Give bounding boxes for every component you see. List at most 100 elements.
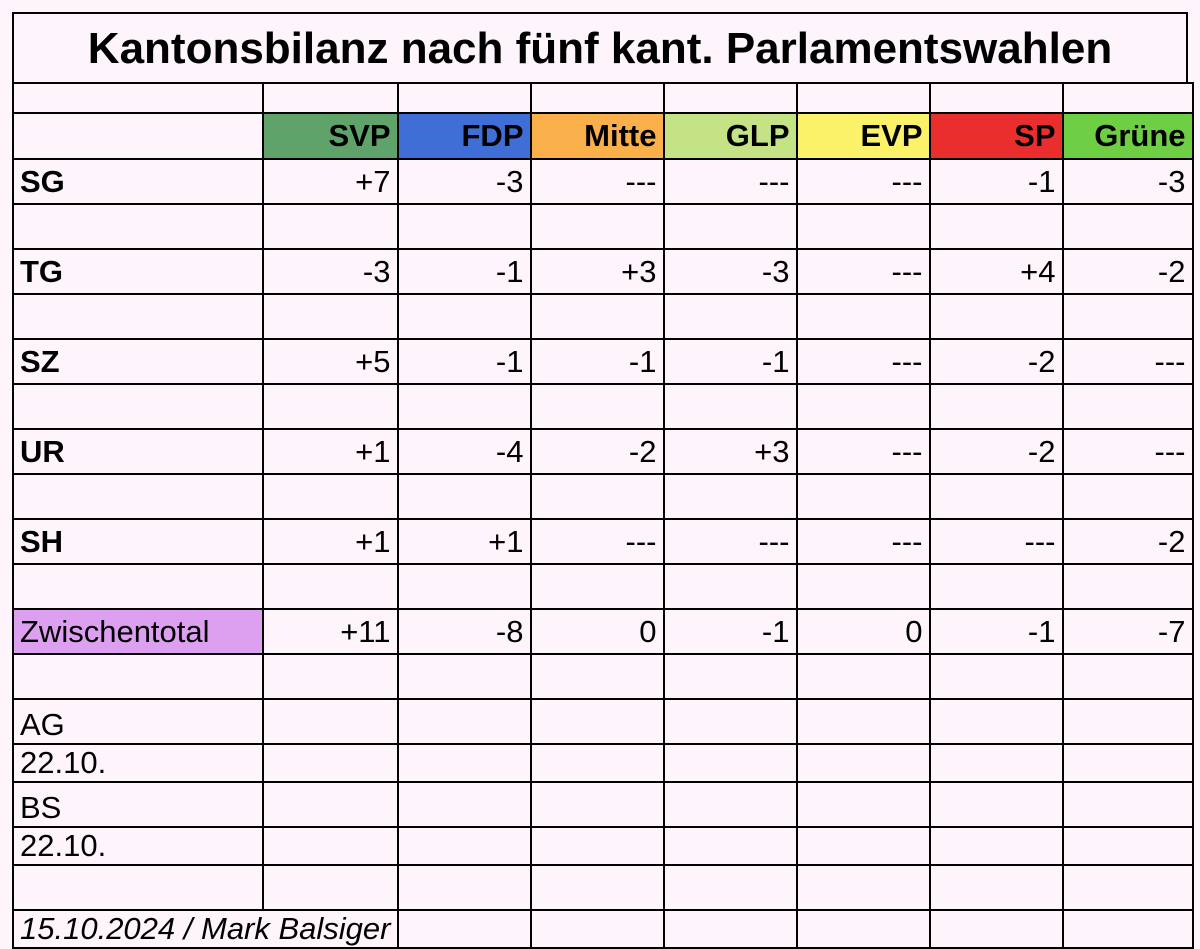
value-fdp: -1 [396, 338, 532, 385]
value-fdp: -1 [396, 248, 532, 295]
empty-cell [1061, 293, 1194, 340]
empty-cell [928, 698, 1064, 745]
value-svp: +5 [262, 338, 399, 385]
empty-cell [662, 653, 798, 700]
empty-cell [396, 864, 532, 911]
empty-cell [928, 826, 1064, 866]
value-evp: --- [795, 428, 931, 475]
empty-cell [1061, 383, 1194, 430]
value-svp: -3 [262, 248, 399, 295]
value-mitte: --- [529, 158, 665, 205]
empty-cell [795, 698, 931, 745]
party-header-mitte: Mitte [529, 112, 665, 160]
empty-cell [662, 909, 798, 949]
empty-cell [795, 293, 931, 340]
empty-cell [396, 383, 532, 430]
empty-cell [529, 653, 665, 700]
empty-cell [396, 293, 532, 340]
pending-date: 22.10. [11, 826, 265, 866]
empty-cell [396, 563, 532, 610]
party-header-evp: EVP [795, 112, 931, 160]
row-label-empty [11, 864, 265, 911]
empty-cell [262, 864, 399, 911]
value-svp: +7 [262, 158, 399, 205]
empty-cell [529, 293, 665, 340]
empty-cell [262, 203, 399, 250]
empty-cell [262, 698, 399, 745]
empty-cell [795, 781, 931, 828]
party-header-glp: GLP [662, 112, 798, 160]
empty-cell [1061, 653, 1194, 700]
row-label-empty [11, 383, 265, 430]
subtotal-fdp: -8 [396, 608, 532, 655]
value-evp: --- [795, 518, 931, 565]
row-label-empty [11, 473, 265, 520]
empty-cell [662, 473, 798, 520]
empty-cell [795, 743, 931, 783]
subtotal-glp: -1 [662, 608, 798, 655]
empty-cell [795, 203, 931, 250]
row-label-empty [11, 203, 265, 250]
value-evp: --- [795, 338, 931, 385]
empty-cell [396, 473, 532, 520]
empty-cell [928, 743, 1064, 783]
empty-cell [1061, 826, 1194, 866]
row-label-empty [11, 293, 265, 340]
empty-cell [262, 383, 399, 430]
value-sp: -2 [928, 338, 1064, 385]
empty-cell [262, 826, 399, 866]
header-corner-cell [11, 112, 265, 160]
row-label-empty [11, 563, 265, 610]
sheet-title: Kantonsbilanz nach fünf kant. Parlaments… [12, 12, 1188, 82]
pending-canton-label: AG [11, 698, 265, 745]
value-gruene: --- [1061, 338, 1194, 385]
canton-label: SH [11, 518, 265, 565]
empty-cell [795, 82, 931, 114]
empty-cell [928, 653, 1064, 700]
footer-row: 15.10.2024 / Mark Balsiger [12, 909, 1194, 949]
canton-label: SZ [11, 338, 265, 385]
empty-cell [1061, 743, 1194, 783]
empty-cell [662, 203, 798, 250]
empty-cell [795, 909, 931, 949]
value-sp: -1 [928, 158, 1064, 205]
value-mitte: +3 [529, 248, 665, 295]
spacer-row [11, 82, 1194, 114]
pending-date-row: 22.10. [11, 743, 1194, 783]
empty-cell [662, 82, 798, 114]
empty-cell [662, 563, 798, 610]
subtotal-label: Zwischentotal [11, 608, 265, 655]
empty-cell [396, 781, 532, 828]
value-fdp: -3 [396, 158, 532, 205]
empty-cell [396, 826, 532, 866]
value-gruene: -3 [1061, 158, 1194, 205]
party-header-row: SVP FDP Mitte GLP EVP SP Grüne [11, 112, 1194, 160]
empty-cell [928, 473, 1064, 520]
empty-cell [1061, 563, 1194, 610]
value-mitte: --- [529, 518, 665, 565]
empty-cell [662, 383, 798, 430]
value-glp: +3 [662, 428, 798, 475]
value-glp: -3 [662, 248, 798, 295]
empty-cell [529, 383, 665, 430]
value-svp: +1 [262, 518, 399, 565]
empty-cell [529, 698, 665, 745]
empty-cell [1061, 698, 1194, 745]
empty-cell [928, 293, 1064, 340]
blank-row [11, 864, 1194, 911]
empty-cell [662, 293, 798, 340]
empty-cell [396, 203, 532, 250]
empty-cell [928, 864, 1064, 911]
blank-row [11, 383, 1194, 430]
row-label-empty [11, 82, 265, 114]
value-sp: -2 [928, 428, 1064, 475]
empty-cell [795, 653, 931, 700]
empty-cell [396, 698, 532, 745]
row-label-empty [11, 653, 265, 700]
subtotal-sp: -1 [928, 608, 1064, 655]
value-fdp: +1 [396, 518, 532, 565]
empty-cell [262, 82, 399, 114]
subtotal-row: Zwischentotal +11 -8 0 -1 0 -1 -7 [11, 608, 1194, 655]
pending-date-row: 22.10. [11, 826, 1194, 866]
empty-cell [928, 383, 1064, 430]
